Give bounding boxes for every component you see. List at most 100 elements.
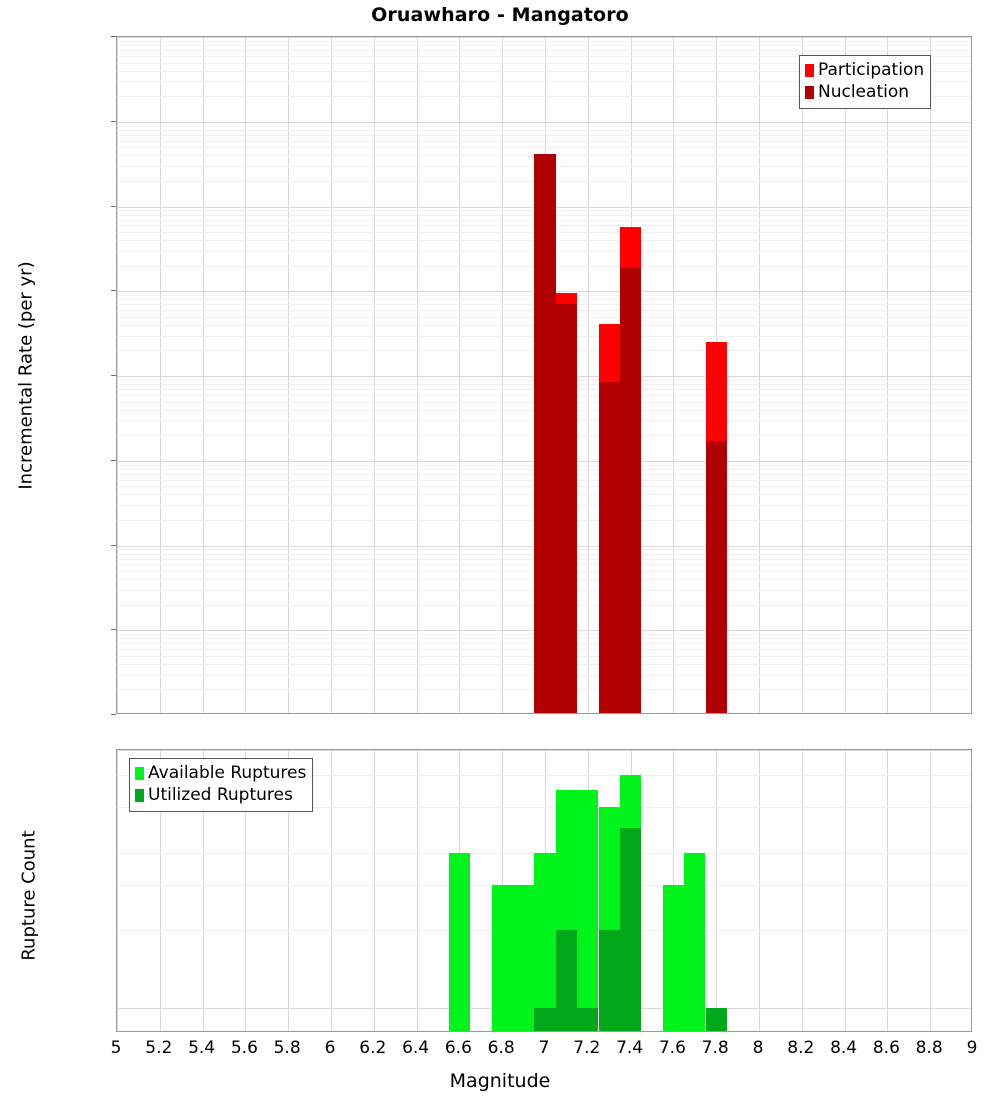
gridline-vertical [331,750,332,1031]
legend-swatch-icon [805,63,814,77]
x-tick-label: 8.6 [872,1038,900,1058]
x-tick-label: 8.2 [787,1038,815,1058]
gridline-vertical [716,750,718,1031]
gridline-horizontal-minor [117,40,971,42]
gridline-vertical [373,750,375,1031]
gridline-vertical [416,37,418,713]
legend-label: Utilized Ruptures [148,785,293,806]
x-tick-label: 7 [538,1038,550,1058]
bottom-y-axis-label: Rupture Count [18,830,40,961]
x-tick-label: 8 [752,1038,764,1058]
gridline-vertical [801,37,803,713]
available-ruptures-bar [491,884,513,1031]
gridline-vertical [202,750,204,1031]
x-axis-label: Magnitude [449,1070,551,1092]
gridline-horizontal [117,750,971,751]
gridline-horizontal-minor [117,55,971,57]
x-tick-label: 6.4 [402,1038,430,1058]
legend-swatch-icon [135,789,144,803]
x-tick-label: 8.4 [830,1038,858,1058]
top-plot-area [116,36,972,714]
gridline-vertical [844,750,846,1031]
gridline-vertical [117,37,118,713]
gridline-vertical [416,750,418,1031]
gridline-horizontal-minor [117,50,971,52]
gridline-horizontal-major [117,121,971,123]
nucleation-bar [534,153,556,713]
gridline-vertical [159,37,161,713]
x-tick-label: 6.6 [444,1038,472,1058]
gridline-vertical [587,37,589,713]
bottom-y-axis-ticks: 101100864328 [0,749,110,1032]
utilized-ruptures-bar [534,1007,556,1031]
x-tick-label: 5.6 [230,1038,258,1058]
gridline-vertical [801,750,803,1031]
x-tick-label: 7.6 [658,1038,686,1058]
gridline-horizontal-minor [117,147,971,149]
x-tick-label: 6.8 [487,1038,515,1058]
utilized-ruptures-bar [619,827,642,1031]
gridline-vertical [331,37,332,713]
legend-label: Available Ruptures [148,763,307,783]
x-tick-label: 7.4 [616,1038,644,1058]
utilized-ruptures-bar [577,1007,599,1031]
utilized-ruptures-bar [555,930,578,1031]
gridline-horizontal [117,807,971,809]
utilized-ruptures-bar [598,930,620,1031]
available-ruptures-bar [662,884,685,1031]
legend-swatch-icon [805,86,814,100]
incremental-rate-plot [116,36,972,714]
gridline-vertical [844,37,846,713]
x-tick-label: 5.2 [145,1038,173,1058]
gridline-vertical [117,750,118,1031]
gridline-vertical [288,750,290,1031]
gridline-horizontal [117,775,971,776]
gridline-horizontal-major [117,37,971,38]
gridline-horizontal-minor [117,129,971,131]
x-tick-label: 5 [110,1038,122,1058]
legend-item: Participation [805,59,924,81]
x-tick-label: 6.2 [359,1038,387,1058]
gridline-vertical [759,750,760,1031]
gridline-vertical [930,37,932,713]
gridline-horizontal-minor [117,96,971,98]
x-tick-label: 6 [324,1038,336,1058]
gridline-vertical [887,37,889,713]
y-tickmark [111,714,116,715]
legend-item: Available Ruptures [135,762,306,784]
legend-swatch-icon [135,766,144,780]
legend-label: Nucleation [818,82,910,103]
available-ruptures-bar [448,852,471,1031]
legend-item: Utilized Ruptures [135,784,306,806]
legend-label: Participation [818,60,925,80]
nucleation-bar [705,441,727,713]
x-tick-label: 5.8 [273,1038,301,1058]
gridline-horizontal-minor [117,125,971,127]
x-tick-label: 5.4 [188,1038,216,1058]
gridline-vertical [245,37,247,713]
available-ruptures-bar [577,789,599,1031]
gridline-horizontal-minor [117,134,971,136]
available-ruptures-bar [684,852,706,1031]
gridline-vertical [245,750,247,1031]
gridline-horizontal-minor [117,81,971,83]
x-axis-ticks: 5 5.2 5.4 5.6 5.8 6 6.2 6.4 6.6 6.8 7 7.2 7.4 7.6 7.8 8… [0,1038,1000,1064]
gridline-horizontal-minor [117,70,971,72]
x-tick-label: 8.8 [915,1038,943,1058]
legend-item: Nucleation [805,81,924,103]
x-tick-label: 9 [966,1038,978,1058]
gridline-horizontal-minor [117,62,971,64]
gridline-vertical [159,750,161,1031]
gridline-vertical [887,750,889,1031]
nucleation-bar [619,267,642,713]
bottom-legend: Available Ruptures Utilized Ruptures [129,758,314,812]
gridline-vertical [673,37,675,713]
x-tick-label: 7.2 [573,1038,601,1058]
x-tick-label: 7.8 [701,1038,729,1058]
gridline-vertical [373,37,375,713]
utilized-ruptures-bar [705,1007,727,1031]
gridline-vertical [502,37,504,713]
chart-title: Oruawharo - Mangatoro [371,4,629,26]
gridline-vertical [459,37,461,713]
